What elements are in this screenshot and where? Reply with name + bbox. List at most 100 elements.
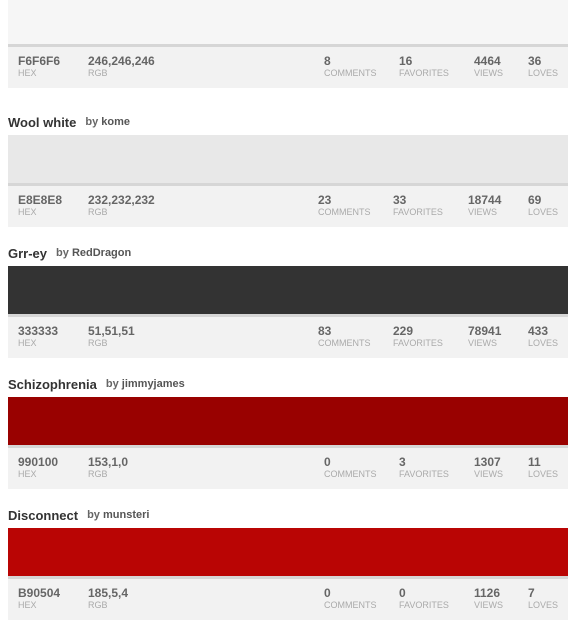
color-swatch[interactable] [8, 135, 568, 183]
author-link[interactable]: RedDragon [71, 247, 132, 259]
comments-stat[interactable]: 8 COMMENTS [324, 54, 377, 79]
by-label: by [87, 509, 100, 521]
favorites-count: 33 [393, 193, 407, 207]
color-card-disconnect: Disconnect by munsteri B90504 HEX 185,5,… [8, 502, 568, 620]
favorites-label: FAVORITES [399, 469, 449, 479]
views-count: 78941 [468, 324, 502, 338]
byline: by RedDragon [56, 247, 131, 259]
loves-stat[interactable]: 433 LOVES [528, 324, 558, 349]
comments-stat[interactable]: 83 COMMENTS [318, 324, 371, 349]
color-title[interactable]: Wool white [8, 114, 77, 130]
favorites-stat[interactable]: 0 FAVORITES [399, 586, 449, 611]
color-swatch[interactable] [8, 266, 568, 314]
loves-label: LOVES [528, 68, 559, 78]
hex-label: HEX [18, 600, 37, 610]
rgb-stat: 153,1,0 RGB [88, 455, 128, 480]
rgb-label: RGB [88, 338, 108, 348]
comments-stat[interactable]: 23 COMMENTS [318, 193, 371, 218]
hex-stat: 990100 HEX [18, 455, 58, 480]
favorites-stat[interactable]: 3 FAVORITES [399, 455, 449, 480]
color-swatch[interactable] [8, 528, 568, 576]
loves-count: 36 [528, 54, 542, 68]
loves-count: 7 [528, 586, 535, 600]
favorites-label: FAVORITES [399, 600, 449, 610]
rgb-value: 246,246,246 [88, 54, 155, 68]
byline: by kome [85, 116, 130, 128]
loves-label: LOVES [528, 469, 559, 479]
views-stat: 78941 VIEWS [468, 324, 501, 349]
by-label: by [105, 378, 119, 390]
loves-count: 11 [528, 455, 541, 469]
favorites-count: 229 [393, 324, 414, 338]
favorites-label: FAVORITES [393, 338, 443, 348]
comments-label: COMMENTS [318, 207, 371, 217]
rgb-value: 51,51,51 [88, 324, 135, 338]
hex-stat: 333333 HEX [18, 324, 58, 349]
color-card-wool-white: Wool white by kome E8E8E8 HEX 232,232,23… [8, 109, 568, 227]
rgb-stat: 51,51,51 RGB [88, 324, 135, 349]
favorites-stat[interactable]: 229 FAVORITES [393, 324, 443, 349]
stats-row: 990100 HEX 153,1,0 RGB 0 COMMENTS 3 FAVO… [8, 445, 568, 489]
author-link[interactable]: jimmyjames [121, 378, 185, 390]
hex-label: HEX [18, 338, 37, 348]
comments-stat[interactable]: 0 COMMENTS [324, 455, 377, 480]
rgb-label: RGB [88, 68, 108, 78]
views-count: 18744 [468, 193, 502, 207]
hex-stat: E8E8E8 HEX [18, 193, 62, 218]
stats-row: F6F6F6 HEX 246,246,246 RGB 8 COMMENTS 16… [8, 44, 568, 88]
views-label: VIEWS [468, 207, 498, 217]
hex-value: 990100 [18, 455, 59, 469]
rgb-stat: 246,246,246 RGB [88, 54, 155, 79]
color-title[interactable]: Disconnect [8, 507, 79, 523]
hex-stat: F6F6F6 HEX [18, 54, 60, 79]
favorites-stat[interactable]: 33 FAVORITES [393, 193, 443, 218]
loves-stat[interactable]: 11 LOVES [528, 455, 558, 480]
loves-stat[interactable]: 36 LOVES [528, 54, 558, 79]
rgb-value: 232,232,232 [88, 193, 155, 207]
favorites-label: FAVORITES [393, 207, 443, 217]
color-swatch[interactable] [8, 0, 568, 44]
views-stat: 18744 VIEWS [468, 193, 501, 218]
byline: by jimmyjames [106, 378, 185, 390]
stats-row: 333333 HEX 51,51,51 RGB 83 COMMENTS 229 … [8, 314, 568, 358]
color-swatch[interactable] [8, 397, 568, 445]
loves-label: LOVES [528, 207, 559, 217]
hex-label: HEX [18, 68, 37, 78]
author-link[interactable]: kome [101, 116, 131, 128]
hex-value: B90504 [18, 586, 61, 600]
loves-count: 433 [528, 324, 549, 338]
comments-count: 8 [324, 54, 331, 68]
favorites-count: 3 [399, 455, 406, 469]
comments-label: COMMENTS [324, 68, 377, 78]
favorites-stat[interactable]: 16 FAVORITES [399, 54, 449, 79]
byline: by munsteri [87, 509, 149, 521]
card-header: Disconnect by munsteri [8, 502, 568, 528]
loves-stat[interactable]: 7 LOVES [528, 586, 558, 611]
rgb-stat: 185,5,4 RGB [88, 586, 128, 611]
rgb-label: RGB [88, 469, 108, 479]
rgb-label: RGB [88, 600, 108, 610]
rgb-value: 153,1,0 [88, 455, 129, 469]
hex-label: HEX [18, 207, 37, 217]
favorites-count: 16 [399, 54, 413, 68]
color-title[interactable]: Grr-ey [8, 245, 48, 261]
hex-stat: B90504 HEX [18, 586, 60, 611]
loves-stat[interactable]: 69 LOVES [528, 193, 558, 218]
color-card-grr-ey: Grr-ey by RedDragon 333333 HEX 51,51,51 … [8, 240, 568, 358]
comments-count: 0 [324, 455, 331, 469]
color-title[interactable]: Schizophrenia [8, 376, 97, 392]
comments-stat[interactable]: 0 COMMENTS [324, 586, 377, 611]
views-label: VIEWS [474, 600, 504, 610]
views-label: VIEWS [474, 469, 504, 479]
views-stat: 1307 VIEWS [474, 455, 503, 480]
loves-count: 69 [528, 193, 542, 207]
views-count: 1307 [474, 455, 501, 469]
rgb-stat: 232,232,232 RGB [88, 193, 155, 218]
views-label: VIEWS [474, 68, 504, 78]
rgb-value: 185,5,4 [88, 586, 129, 600]
comments-label: COMMENTS [324, 600, 377, 610]
author-link[interactable]: munsteri [102, 509, 150, 521]
hex-label: HEX [18, 469, 37, 479]
by-label: by [56, 247, 69, 259]
stats-row: E8E8E8 HEX 232,232,232 RGB 23 COMMENTS 3… [8, 183, 568, 227]
